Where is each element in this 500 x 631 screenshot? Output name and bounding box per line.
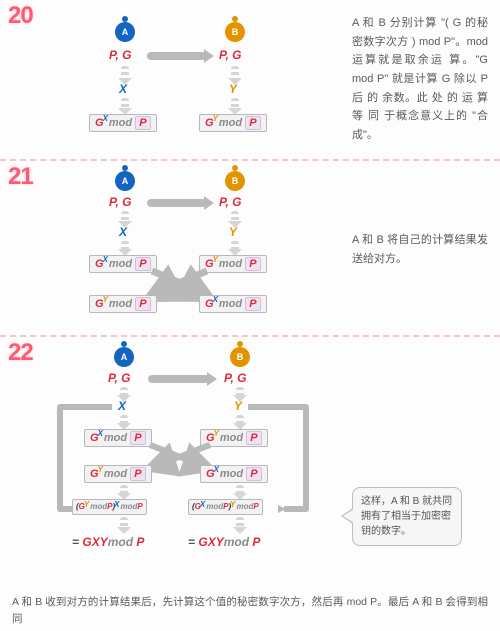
d21-a1: [121, 211, 129, 223]
row-22: A B P, G P, G X Y: [12, 347, 488, 572]
avatar-b-21: B: [225, 171, 245, 191]
section-21: 21 A B P, G P, G X Y GXmod P: [0, 161, 500, 337]
box22-b1: GYmod P: [200, 429, 268, 447]
avatar-b-22: B: [230, 347, 250, 367]
box-gx-mod-p-a: GXmod P: [89, 114, 157, 132]
box22-nested-b: (GXmodP)YmodP: [188, 499, 263, 515]
avatar-a: A: [115, 22, 135, 42]
box22-nested-a: (GYmodP)XmodP: [72, 499, 147, 515]
label-y-21: Y: [229, 225, 237, 239]
down-b-2: [231, 98, 239, 110]
page: 20 A B P, G P, G: [0, 0, 500, 631]
result-a: = GXYmod P: [72, 535, 144, 549]
pg-left-22: P, G: [108, 371, 130, 385]
avatar-a-label: A: [122, 27, 129, 37]
label-x: X: [119, 82, 127, 96]
box-gy-21a: GYmod P: [89, 295, 157, 313]
avatar-b: B: [225, 22, 245, 42]
label-x-22: X: [118, 399, 126, 413]
box22-b2: GXmod P: [200, 465, 268, 483]
avatar-a-21: A: [115, 171, 135, 191]
step-number-22: 22: [8, 339, 33, 367]
box22-a1: GXmod P: [84, 429, 152, 447]
pg-left: P, G: [109, 48, 131, 62]
avatar-a-22: A: [114, 347, 134, 367]
step-number-20: 20: [8, 2, 33, 30]
result-b: = GXYmod P: [188, 535, 260, 549]
pg-left-21: P, G: [109, 195, 131, 209]
callout-22: 这样，A 和 B 就共同拥有了相当于加密密钥的数字。: [352, 487, 462, 546]
box-gy-mod-p-b: GYmod P: [199, 114, 267, 132]
row-20: A B P, G P, G X Y: [12, 10, 488, 145]
box-gy-21b: GYmod P: [199, 255, 267, 273]
d22-b1: [236, 387, 244, 397]
cross-arrows: [47, 171, 307, 321]
d21-b2: [231, 241, 239, 251]
pg-right-21: P, G: [219, 195, 241, 209]
diagram-22: A B P, G P, G X Y: [12, 347, 500, 572]
pg-right-22: P, G: [224, 371, 246, 385]
label-x-21: X: [119, 225, 127, 239]
d22-b2: [236, 415, 244, 425]
d22-a4: [120, 517, 128, 529]
section-22: 22 A B P, G P, G X Y: [0, 337, 500, 586]
d21-b1: [231, 211, 239, 223]
arrow-pg-21: [147, 199, 207, 207]
arrow-pg-22: [148, 375, 210, 383]
d22-b3: [236, 485, 244, 495]
d22-b4: [236, 517, 244, 529]
down-a-1: [121, 66, 129, 80]
footer-text: A 和 B 收到对方的计算结果后，先计算这个值的秘密数字次方，然后再 mod P…: [0, 586, 500, 631]
d22-a1: [120, 387, 128, 397]
d21-a2: [121, 241, 129, 251]
row-21: A B P, G P, G X Y GXmod P G: [12, 171, 488, 321]
d22-a2: [120, 415, 128, 425]
diagram-21: A B P, G P, G X Y GXmod P G: [12, 171, 342, 321]
d22-a3: [120, 485, 128, 495]
diagram-20: A B P, G P, G X Y: [12, 10, 342, 145]
box-gx-21b: GXmod P: [199, 295, 267, 313]
section-20: 20 A B P, G P, G: [0, 0, 500, 161]
text-20: A 和 B 分别计算 "( G 的秘密数字次方 ) mod P"。mod 运算就…: [352, 10, 488, 145]
avatar-b-label: B: [232, 27, 239, 37]
down-a-2: [121, 98, 129, 110]
pg-right: P, G: [219, 48, 241, 62]
down-b-1: [231, 66, 239, 80]
arrow-pg: [147, 52, 207, 60]
box-gx-21a: GXmod P: [89, 255, 157, 273]
text-21: A 和 B 将自己的计算结果发送给对方。: [352, 171, 488, 321]
step-number-21: 21: [8, 163, 33, 191]
label-y-22: Y: [234, 399, 242, 413]
box22-a2: GYmod P: [84, 465, 152, 483]
label-y: Y: [229, 82, 237, 96]
